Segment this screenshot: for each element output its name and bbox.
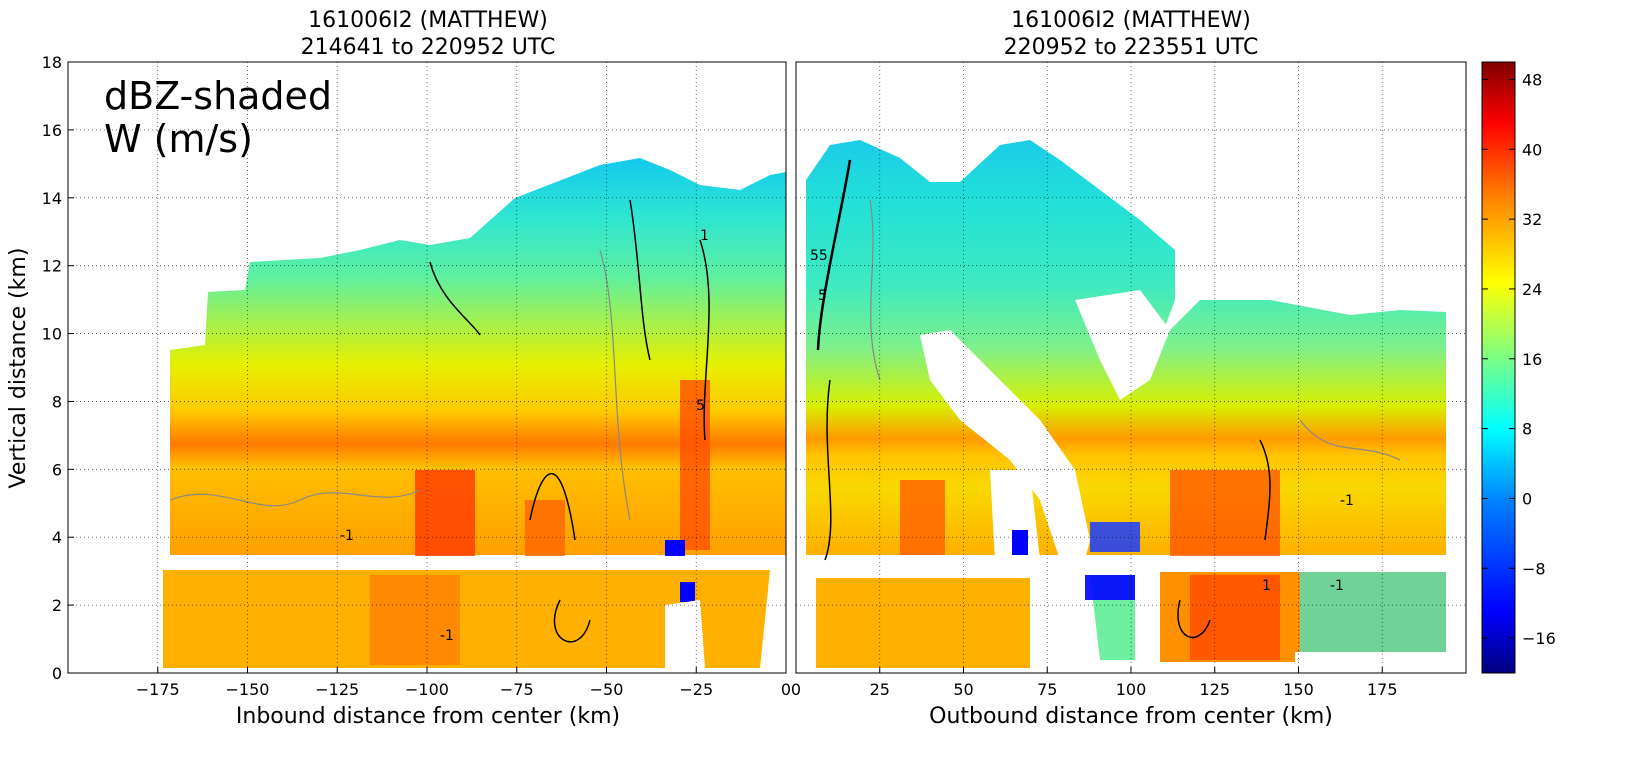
x-tick-label: 25 [870,680,890,699]
right-contour-grey-2 [869,199,881,381]
contour-labels: -1 -1 1 5 55 5 -1 -1 1 [340,228,1354,644]
right-blue-2 [1090,522,1140,552]
right-contour-grey-1 [1299,419,1401,461]
contour-label: -1 [1330,578,1344,594]
left-core-3 [680,380,710,550]
x-tick-label: −50 [590,680,624,699]
left-xticks: −175 −150 −125 −100 −75 −50 −25 0 [136,667,791,699]
x-tick-label: 175 [1367,680,1398,699]
contour-label: -1 [340,528,354,544]
colorbar-tick-label: 40 [1522,140,1542,159]
colorbar: 48 40 32 24 16 8 0 −8 −16 [1481,61,1556,674]
x-tick-label: −125 [315,680,359,699]
left-contour-1 [429,261,481,336]
left-title-line1: 161006I2 (MATTHEW) [308,8,548,33]
colorbar-ticks: 48 40 32 24 16 8 0 −8 −16 [1482,70,1556,648]
right-contour-2 [824,379,832,561]
y-tick-label: 16 [42,121,62,140]
contour-label: 5 [818,288,827,304]
x-tick-label: −100 [405,680,449,699]
left-core-2 [525,500,565,565]
right-lower-blue [1085,575,1135,600]
left-contour-4 [699,239,710,441]
left-blue [665,540,685,558]
left-contour-3 [629,199,651,361]
left-panel: −175 −150 −125 −100 −75 −50 −25 0 0 2 4 6 8 10 12 14 16… [6,8,791,729]
right-core-2 [1170,470,1280,560]
right-title-line2: 220952 to 223551 UTC [1004,35,1259,60]
left-notch [665,600,700,668]
x-tick-label: 0 [791,680,801,699]
annotation-line1: dBZ-shaded [104,74,332,118]
y-tick-label: 8 [52,392,62,411]
right-blue-1 [1012,530,1028,555]
contour-label: 5 [696,398,705,414]
right-lower-core [1190,575,1280,660]
right-lower-cyan [1300,572,1446,652]
contour-label: 1 [1262,578,1271,594]
colorbar-tick-label: 8 [1522,420,1532,439]
x-tick-label: −25 [679,680,713,699]
left-core-1 [415,470,475,565]
colorbar-tick-label: −8 [1522,559,1546,578]
right-contour-1 [816,159,852,351]
y-tick-label: 18 [42,53,62,72]
x-tick-label: 50 [953,680,973,699]
left-core-4 [370,575,460,665]
left-blue-2 [680,582,695,602]
x-tick-label: −150 [226,680,270,699]
left-contour-5 [553,599,591,643]
right-contour-4 [1177,599,1211,639]
contour-label: 55 [810,248,828,264]
y-tick-label: 10 [42,325,62,344]
left-echo-lower [163,570,770,668]
contour-label: -1 [440,628,454,644]
y-tick-label: 0 [52,664,62,683]
right-echo-lower [816,578,1030,668]
right-void-2 [1075,290,1170,400]
y-tick-label: 4 [52,528,62,547]
y-tick-label: 6 [52,460,62,479]
colorbar-tick-label: 0 [1522,489,1532,508]
right-contour-3 [1259,439,1271,541]
left-contour-2 [529,473,576,541]
left-ylabel: Vertical distance (km) [6,248,31,489]
colorbar-tick-label: 24 [1522,280,1542,299]
left-yticks: 0 2 4 6 8 10 12 14 16 18 [42,53,74,683]
x-tick-label: −75 [500,680,534,699]
right-title-line1: 161006I2 (MATTHEW) [1011,8,1251,33]
contour-label: -1 [1340,493,1354,509]
annotation-line2: W (m/s) [104,117,253,161]
x-tick-label: 75 [1037,680,1057,699]
x-tick-label: 150 [1283,680,1314,699]
right-core-1 [900,480,945,555]
colorbar-tick-label: 48 [1522,70,1542,89]
x-tick-label: 0 [781,680,791,699]
y-tick-label: 14 [42,189,62,208]
left-title-line2: 214641 to 220952 UTC [301,35,556,60]
colorbar-tick-label: −16 [1522,629,1556,648]
right-xticks: 0 25 50 75 100 125 150 175 [791,667,1398,699]
y-tick-label: 12 [42,257,62,276]
x-tick-label: −175 [136,680,180,699]
left-echo-upper [170,158,786,555]
contour-label: 1 [700,228,709,244]
colorbar-tick-label: 16 [1522,350,1542,369]
right-panel: 0 25 50 75 100 125 150 175 161006I2 (MATTHEW) 2… [791,8,1467,729]
x-tick-label: 100 [1116,680,1147,699]
right-xlabel: Outbound distance from center (km) [929,704,1333,729]
colorbar-tick-label: 32 [1522,210,1542,229]
colorbar-gradient [1481,61,1516,674]
x-tick-label: 125 [1199,680,1230,699]
left-contour-grey-1 [169,489,421,507]
y-tick-label: 2 [52,596,62,615]
left-xlabel: Inbound distance from center (km) [236,704,620,729]
